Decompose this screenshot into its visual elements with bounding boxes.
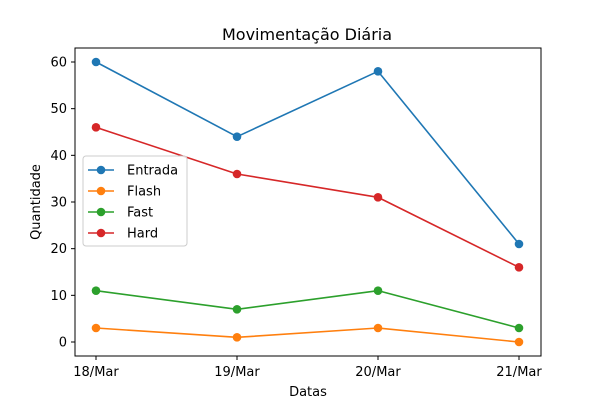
legend: Entrada Flash Fast Hard [82, 155, 188, 247]
data-point-hard [91, 123, 101, 132]
legend-marker-fast [96, 207, 106, 217]
y-tick-label: 50 [50, 102, 67, 117]
data-point-hard [232, 169, 242, 179]
data-point-entrada [232, 132, 242, 141]
series-fast [91, 286, 524, 333]
y-tick-label: 30 [50, 196, 67, 211]
data-point-flash [514, 337, 524, 347]
data-point-flash [373, 323, 383, 333]
legend-box [82, 155, 188, 247]
legend-marker-entrada [96, 165, 106, 175]
data-point-entrada [373, 67, 383, 76]
x-tick-label: 18/Mar [73, 365, 119, 380]
data-point-fast [373, 286, 383, 295]
data-point-flash [91, 323, 101, 333]
x-tick-label: 21/Mar [496, 365, 542, 380]
data-point-flash [232, 333, 242, 342]
data-point-fast [91, 286, 101, 295]
data-point-entrada [514, 239, 524, 249]
series-flash [91, 323, 524, 347]
legend-item-flash: Flash [88, 185, 161, 200]
series-line-flash [95, 327, 520, 343]
data-point-entrada [91, 57, 101, 67]
legend-label-fast: Fast [127, 206, 153, 221]
data-point-fast [514, 323, 524, 333]
legend-items: Entrada Flash Fast Hard [88, 164, 178, 242]
data-point-hard [514, 263, 524, 272]
x-axis: 18/Mar 19/Mar 20/Mar 21/Mar [73, 356, 542, 380]
chart-title: Movimentação Diária [222, 25, 392, 44]
data-point-hard [373, 193, 383, 202]
legend-item-entrada: Entrada [88, 164, 178, 179]
legend-label-flash: Flash [127, 185, 161, 200]
legend-item-fast: Fast [88, 206, 153, 221]
y-axis: 0 10 20 30 40 50 60 [50, 56, 75, 351]
x-axis-label: Datas [289, 385, 327, 400]
series-line-entrada [95, 61, 520, 245]
y-tick-label: 10 [50, 289, 67, 304]
legend-item-hard: Hard [88, 227, 158, 242]
y-tick-label: 60 [50, 56, 67, 71]
data-point-fast [232, 305, 242, 314]
x-tick-label: 19/Mar [214, 365, 260, 380]
y-axis-label: Quantidade [29, 164, 44, 240]
y-tick-label: 20 [50, 242, 67, 257]
series-hard [91, 123, 524, 272]
legend-marker-flash [96, 186, 106, 196]
series-line-hard [95, 126, 520, 269]
legend-label-entrada: Entrada [127, 164, 178, 179]
legend-label-hard: Hard [127, 227, 158, 242]
y-tick-label: 40 [50, 149, 67, 164]
x-tick-label: 20/Mar [355, 365, 401, 380]
series-line-fast [95, 289, 520, 329]
y-tick-label: 0 [59, 336, 67, 351]
legend-marker-hard [96, 228, 106, 238]
series-entrada [91, 57, 524, 249]
series-layer [91, 57, 524, 347]
